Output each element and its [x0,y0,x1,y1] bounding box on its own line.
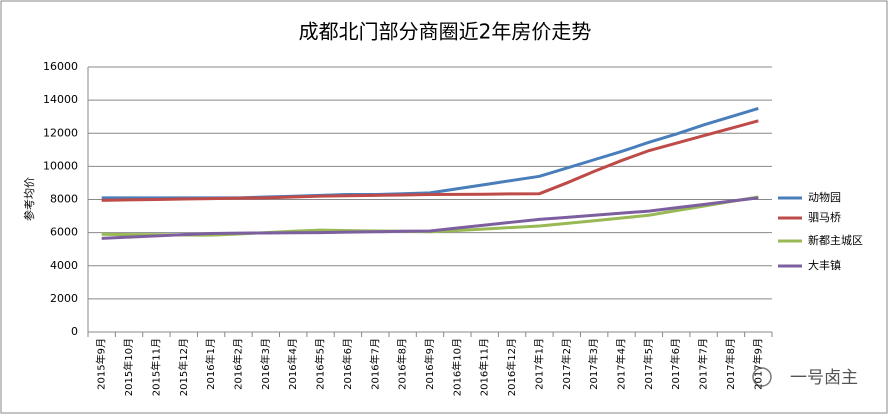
y-tick-label: 6000 [50,226,78,239]
x-tick-label: 2016年5月 [314,338,327,390]
x-tick-label: 2016年10月 [450,338,463,396]
legend-label: 动物园 [808,190,841,204]
x-tick-label: 2015年10月 [122,338,135,396]
x-tick-label: 2016年3月 [259,338,272,390]
x-tick-label: 2017年8月 [724,338,737,390]
x-tick-label: 2016年7月 [368,338,381,390]
watermark-icon [752,367,772,387]
x-tick-label: 2016年11月 [478,338,491,396]
x-tick-label: 2015年9月 [95,338,108,390]
x-tick-label: 2016年6月 [341,338,354,390]
y-tick-label: 14000 [43,93,78,106]
legend-label: 大丰镇 [808,258,841,272]
x-tick-label: 2016年12月 [505,338,518,396]
x-tick-label: 2016年8月 [396,338,409,390]
series-line [101,196,759,240]
x-tick-label: 2015年11月 [149,338,162,396]
y-tick-label: 12000 [43,126,78,139]
y-tick-label: 4000 [50,259,78,272]
x-tick-label: 2015年12月 [177,338,190,396]
x-tick-label: 2017年3月 [587,338,600,390]
y-tick-label: 10000 [43,159,78,172]
watermark: 一号卤主 [790,368,858,388]
x-tick-label: 2016年1月 [204,338,217,390]
x-tick-label: 2017年1月 [532,338,545,390]
series-line [101,119,759,202]
x-tick-label: 2016年9月 [423,338,436,390]
x-tick-label: 2017年5月 [642,338,655,390]
legend-label: 新都主城区 [808,233,863,247]
x-tick-label: 2017年4月 [615,338,628,390]
legend-label: 驷马桥 [808,211,841,224]
y-tick-label: 16000 [43,60,78,73]
x-tick-label: 2017年6月 [669,338,682,390]
y-tick-label: 2000 [50,292,78,305]
x-tick-label: 2016年4月 [286,338,299,390]
y-tick-label: 8000 [50,193,78,206]
x-tick-label: 2017年2月 [560,338,573,390]
x-tick-label: 2017年9月 [751,338,764,390]
x-tick-label: 2017年7月 [697,338,710,390]
y-axis-label: 参考均价 [22,177,36,221]
chart-title: 成都北门部分商圈近2年房价走势 [299,20,592,44]
y-tick-label: 0 [71,325,78,338]
x-tick-label: 2016年2月 [231,338,244,390]
